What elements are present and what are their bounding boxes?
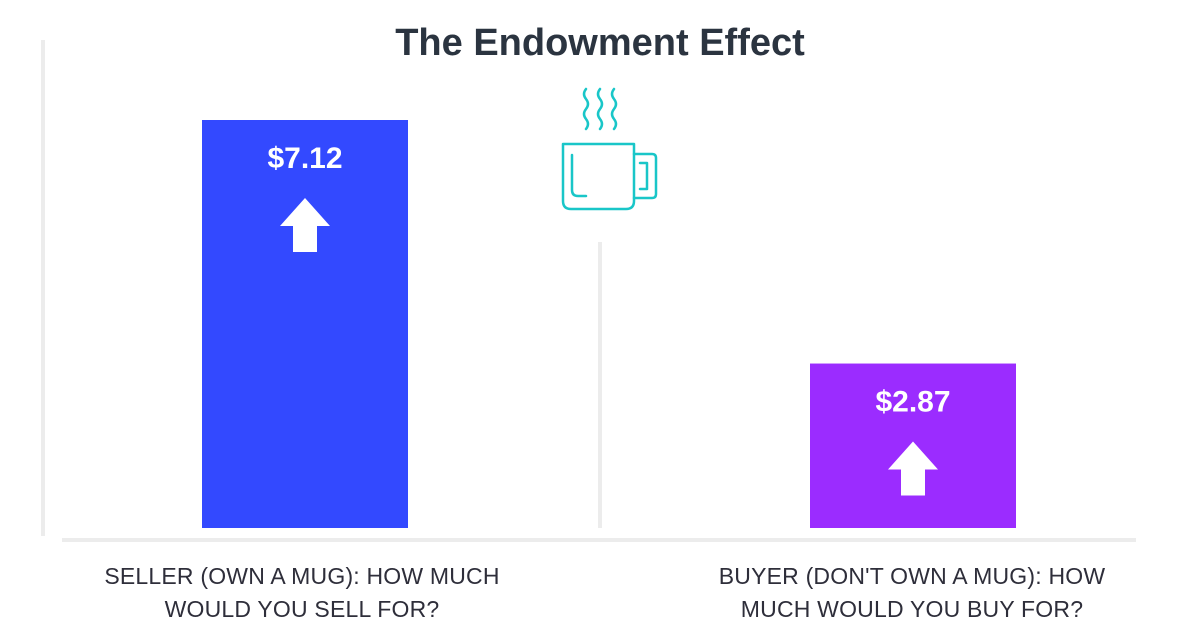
x-tick-label: BUYER (DON'T OWN A MUG): HOW MUCH WOULD … bbox=[718, 563, 1106, 622]
bar bbox=[202, 120, 408, 528]
data-label: $2.87 bbox=[875, 386, 950, 419]
data-label: $7.12 bbox=[267, 142, 342, 175]
chart-title: The Endowment Effect bbox=[395, 22, 805, 64]
x-tick-label: SELLER (OWN A MUG): HOW MUCH WOULD YOU S… bbox=[104, 563, 500, 622]
arrow-up-icon bbox=[280, 198, 330, 252]
bar-group: $2.87 bbox=[810, 363, 1016, 528]
arrow-up-icon bbox=[888, 441, 938, 496]
steaming-mug-icon bbox=[561, 87, 658, 211]
bar-group: $7.12 bbox=[202, 120, 408, 528]
